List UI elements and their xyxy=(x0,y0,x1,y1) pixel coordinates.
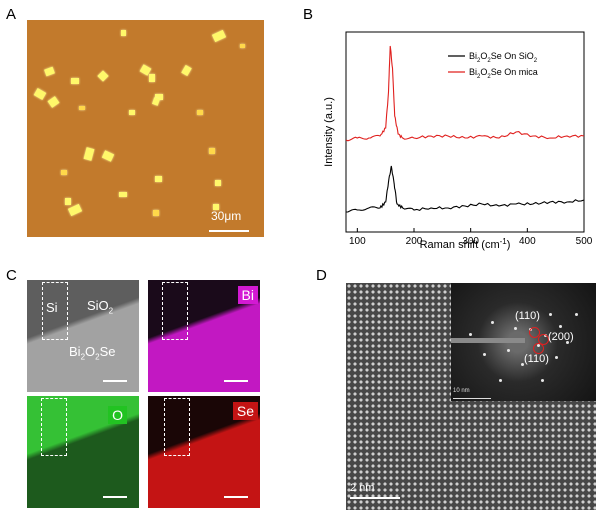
scale-bar xyxy=(103,496,127,498)
scale-bar-label: 2 nm xyxy=(350,482,375,494)
series-line-0 xyxy=(346,165,585,213)
legend-label-mica: Bi2O2Se On mica xyxy=(469,67,538,80)
x-tick-label: 200 xyxy=(406,236,423,247)
inset-scale-label: 10 nm xyxy=(453,388,470,394)
roi-box xyxy=(164,398,190,456)
inset-scale-bar xyxy=(453,398,491,399)
scale-bar-label: 30μm xyxy=(211,209,242,223)
se-eds-map: Se xyxy=(148,396,260,508)
raman-chart: 100 200 300 400 500 Raman shift (cm-1) Inten… xyxy=(323,31,593,251)
roi-box xyxy=(42,282,68,340)
optical-micrograph: 30μm xyxy=(27,20,264,237)
y-axis-label: Intensity (a.u.) xyxy=(323,97,335,167)
roi-box xyxy=(41,398,67,456)
legend: Bi2O2Se On SiO2 Bi2O2Se On mica xyxy=(448,51,538,80)
diffraction-marker-1 xyxy=(529,327,540,338)
bi-eds-map: Bi xyxy=(148,280,260,392)
o-eds-map: O xyxy=(27,396,139,508)
roi-box xyxy=(162,282,188,340)
legend-label-sio2: Bi2O2Se On SiO2 xyxy=(469,51,538,64)
panel-b-letter: B xyxy=(303,6,314,23)
index-200: (200) xyxy=(548,331,574,343)
x-tick-label: 500 xyxy=(576,236,593,247)
panel-d-letter: D xyxy=(316,267,327,284)
x-tick-label: 300 xyxy=(462,236,479,247)
x-tick-label: 400 xyxy=(519,236,536,247)
plot-frame xyxy=(345,31,585,233)
index-110-bottom: (110) xyxy=(524,353,549,365)
o-label: O xyxy=(108,406,127,424)
panel-c-letter: C xyxy=(6,267,17,284)
series-line-1 xyxy=(345,45,585,142)
scale-bar xyxy=(350,497,400,499)
scale-bar xyxy=(103,380,127,382)
saed-inset: (110) (200) (110) 10 nm xyxy=(451,283,596,401)
diffraction-marker-3 xyxy=(533,343,544,354)
bi-label: Bi xyxy=(237,286,258,304)
si-label: Si xyxy=(46,300,58,315)
x-axis-label: Raman shift (cm-1) xyxy=(420,237,511,251)
se-label: Se xyxy=(232,402,258,420)
index-110-top: (110) xyxy=(515,310,540,322)
beam-stop xyxy=(451,338,525,343)
diffraction-marker-2 xyxy=(538,334,549,345)
scale-bar xyxy=(224,380,248,382)
scale-bar xyxy=(209,230,249,232)
scale-bar xyxy=(224,496,248,498)
sio2-label: SiO2 xyxy=(87,298,114,316)
bi2o2se-label: Bi2O2Se xyxy=(69,344,116,362)
panel-a-letter: A xyxy=(6,6,17,23)
x-tick-label: 100 xyxy=(349,236,366,247)
sem-image: Si SiO2 Bi2O2Se xyxy=(27,280,139,392)
